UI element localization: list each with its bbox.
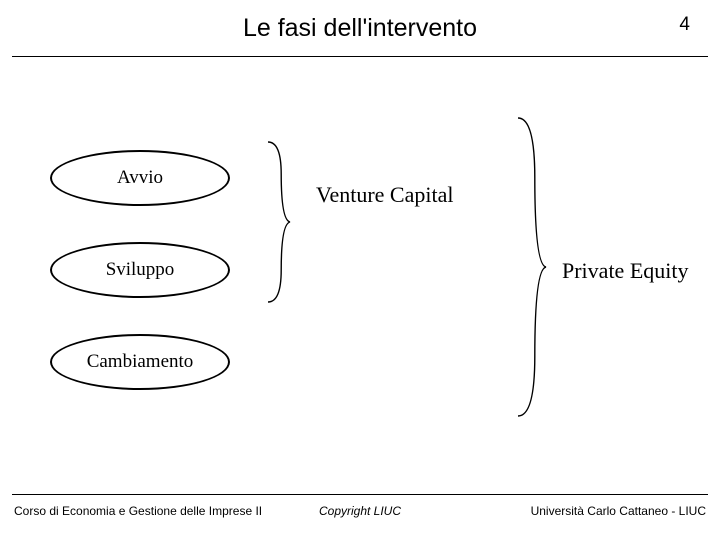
page-number: 4 — [679, 14, 690, 36]
label-private-equity: Private Equity — [562, 258, 688, 284]
phase-ellipse-sviluppo: Sviluppo — [50, 242, 230, 298]
phase-label: Avvio — [117, 167, 163, 189]
phase-ellipse-avvio: Avvio — [50, 150, 230, 206]
divider-bottom — [12, 494, 708, 495]
phase-label: Sviluppo — [106, 259, 175, 281]
divider-top — [12, 56, 708, 57]
brace-path — [518, 118, 546, 416]
brace-label-text: Private Equity — [562, 258, 688, 283]
brace-label-text: Venture Capital — [316, 182, 453, 207]
slide-title: Le fasi dell'intervento — [0, 14, 720, 43]
footer-right: Università Carlo Cattaneo - LIUC — [531, 504, 706, 518]
brace-venture-capital — [268, 142, 292, 302]
phase-label: Cambiamento — [87, 351, 194, 373]
phase-ellipse-cambiamento: Cambiamento — [50, 334, 230, 390]
footer: Corso di Economia e Gestione delle Impre… — [0, 504, 720, 530]
slide: { "page": { "title": "Le fasi dell'inter… — [0, 0, 720, 540]
brace-private-equity — [518, 118, 548, 416]
label-venture-capital: Venture Capital — [316, 182, 453, 208]
brace-path — [268, 142, 290, 302]
